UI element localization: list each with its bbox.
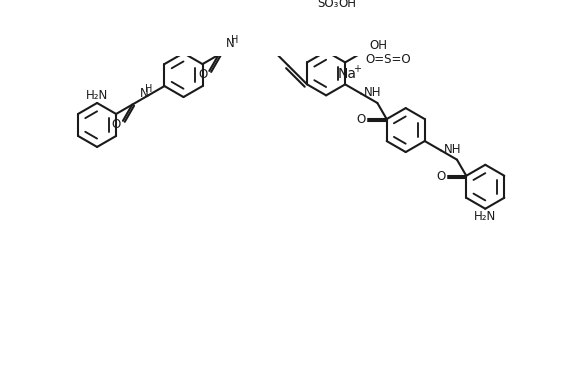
Text: SO₃: SO₃ xyxy=(317,0,338,10)
Text: +: + xyxy=(354,64,361,74)
Text: O: O xyxy=(112,118,121,131)
Text: H₂N: H₂N xyxy=(474,210,497,223)
Text: NH: NH xyxy=(364,86,381,99)
Text: H: H xyxy=(231,35,238,45)
Text: N: N xyxy=(226,37,235,50)
Text: H₂N: H₂N xyxy=(86,89,108,102)
Text: O: O xyxy=(357,113,366,127)
Text: O: O xyxy=(436,170,446,183)
Text: O=S=O: O=S=O xyxy=(365,54,411,66)
Text: NH: NH xyxy=(443,143,461,156)
Text: H: H xyxy=(144,85,152,94)
Text: O: O xyxy=(198,68,207,81)
Text: N: N xyxy=(140,87,149,100)
Text: OH: OH xyxy=(339,0,357,10)
Text: Na: Na xyxy=(337,67,356,81)
Text: OH: OH xyxy=(370,39,388,52)
